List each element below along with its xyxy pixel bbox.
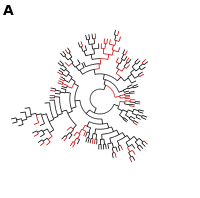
Text: A: A: [3, 4, 14, 18]
